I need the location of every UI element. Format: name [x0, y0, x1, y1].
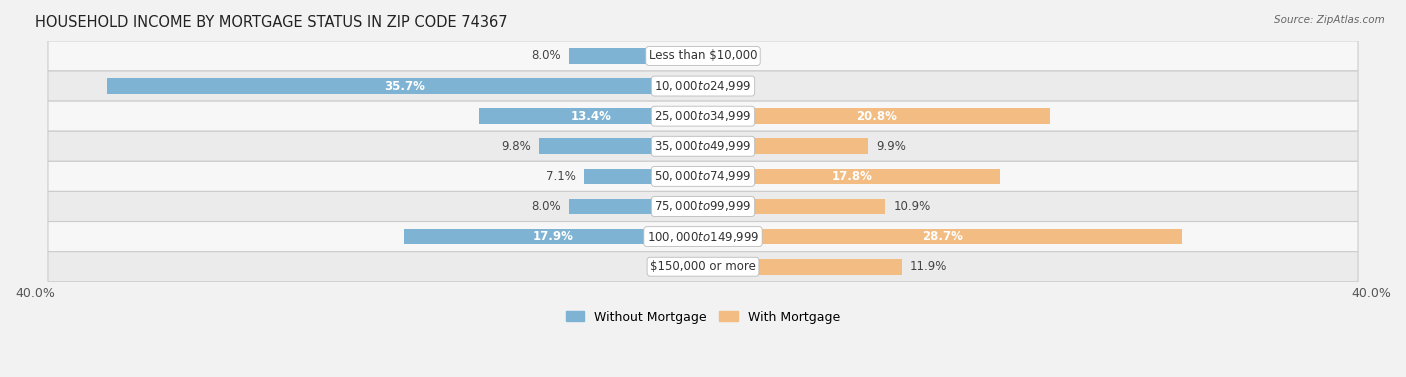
Bar [703, 138, 869, 154]
FancyBboxPatch shape [48, 131, 1358, 161]
Text: 9.9%: 9.9% [877, 140, 907, 153]
Text: $35,000 to $49,999: $35,000 to $49,999 [654, 139, 752, 153]
Text: Less than $10,000: Less than $10,000 [648, 49, 758, 63]
Legend: Without Mortgage, With Mortgage: Without Mortgage, With Mortgage [561, 305, 845, 328]
Text: 28.7%: 28.7% [922, 230, 963, 243]
FancyBboxPatch shape [48, 101, 1358, 131]
Text: $25,000 to $34,999: $25,000 to $34,999 [654, 109, 752, 123]
Bar [585, 169, 703, 184]
Text: 11.9%: 11.9% [910, 260, 948, 273]
Text: 0.0%: 0.0% [711, 49, 741, 63]
Bar [404, 229, 703, 244]
Text: 7.1%: 7.1% [546, 170, 576, 183]
Text: 0.0%: 0.0% [711, 80, 741, 92]
Text: 8.0%: 8.0% [531, 49, 561, 63]
Text: $10,000 to $24,999: $10,000 to $24,999 [654, 79, 752, 93]
Text: $150,000 or more: $150,000 or more [650, 260, 756, 273]
Text: 17.9%: 17.9% [533, 230, 574, 243]
Text: $50,000 to $74,999: $50,000 to $74,999 [654, 169, 752, 183]
Text: 20.8%: 20.8% [856, 110, 897, 123]
Bar [540, 138, 703, 154]
Bar [703, 199, 884, 214]
Bar [569, 199, 703, 214]
Text: $100,000 to $149,999: $100,000 to $149,999 [647, 230, 759, 244]
Text: 13.4%: 13.4% [571, 110, 612, 123]
Text: HOUSEHOLD INCOME BY MORTGAGE STATUS IN ZIP CODE 74367: HOUSEHOLD INCOME BY MORTGAGE STATUS IN Z… [35, 15, 508, 30]
Text: 17.8%: 17.8% [831, 170, 872, 183]
Bar [703, 229, 1182, 244]
Bar [703, 169, 1000, 184]
Text: 9.8%: 9.8% [501, 140, 531, 153]
Bar [479, 108, 703, 124]
Text: 35.7%: 35.7% [384, 80, 425, 92]
Bar [569, 48, 703, 64]
FancyBboxPatch shape [48, 71, 1358, 101]
FancyBboxPatch shape [48, 41, 1358, 71]
Text: 10.9%: 10.9% [893, 200, 931, 213]
Text: $75,000 to $99,999: $75,000 to $99,999 [654, 199, 752, 213]
Text: 8.0%: 8.0% [531, 200, 561, 213]
FancyBboxPatch shape [48, 161, 1358, 192]
FancyBboxPatch shape [48, 192, 1358, 222]
Bar [703, 259, 901, 274]
Bar [703, 108, 1050, 124]
FancyBboxPatch shape [48, 252, 1358, 282]
FancyBboxPatch shape [48, 222, 1358, 252]
Text: Source: ZipAtlas.com: Source: ZipAtlas.com [1274, 15, 1385, 25]
Text: 0.0%: 0.0% [665, 260, 695, 273]
Bar [107, 78, 703, 94]
